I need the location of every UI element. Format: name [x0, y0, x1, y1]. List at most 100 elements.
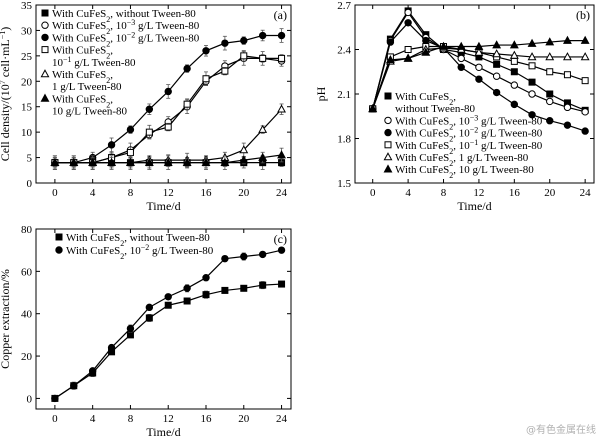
data-point: [510, 68, 518, 76]
data-point: [163, 157, 173, 166]
data-point: [563, 35, 572, 44]
data-point: [492, 49, 502, 58]
data-point: [258, 152, 268, 161]
data-point: [88, 157, 98, 166]
data-point: [492, 88, 501, 97]
series-2: [51, 246, 286, 403]
data-point: [126, 331, 134, 339]
data-point: [474, 47, 484, 56]
y-tick-label: 2.4: [337, 45, 351, 57]
y-tick-label: 35: [21, 0, 33, 12]
data-point: [277, 150, 286, 159]
x-tick-label: 20: [238, 413, 250, 425]
legend-entry-text: With CuFeS2, 10−2 g/L Tween-80: [52, 30, 200, 48]
x-tick-label: 0: [52, 187, 58, 199]
data-point: [240, 284, 248, 292]
legend-marker: [383, 164, 393, 173]
y-tick-label: 1.8: [337, 134, 351, 146]
data-point: [546, 117, 554, 125]
series-6: [50, 147, 286, 170]
y-axis-title: Copper extraction/%: [0, 269, 12, 369]
data-point: [509, 40, 519, 49]
x-tick-label: 4: [90, 413, 96, 425]
data-point: [258, 250, 267, 259]
legend-entry-text: With CuFeS2, 10−3 g/L Tween-80: [395, 113, 543, 131]
data-point: [404, 19, 412, 27]
legend-entry-text: With CuFeS2, 10 g/L Tween-80: [395, 164, 534, 180]
data-point: [240, 252, 248, 261]
data-point: [240, 52, 248, 60]
data-point: [278, 280, 286, 288]
data-point: [278, 54, 286, 62]
legend-entry-text: With CuFeS2,: [52, 69, 113, 85]
data-point: [88, 367, 97, 375]
x-axis-title: Time/d: [146, 199, 180, 213]
legend-entry-text: With CuFeS2, without Tween-80: [66, 232, 210, 248]
legend-marker: [41, 9, 49, 17]
data-point: [475, 63, 483, 72]
data-point: [126, 157, 135, 166]
legend-entry-text: With CuFeS2,: [395, 91, 456, 107]
x-tick-label: 24: [276, 187, 288, 199]
data-point: [240, 36, 248, 45]
data-point: [581, 108, 589, 116]
legend-marker: [41, 21, 49, 29]
data-point: [403, 53, 413, 62]
y-tick-label: 30: [21, 25, 33, 37]
data-point: [277, 246, 286, 254]
plot-frame: [35, 228, 292, 410]
y-tick-label: 40: [21, 309, 33, 321]
data-point: [581, 127, 589, 135]
legend-entry-text: With CuFeS2, 10−3 g/L Tween-80: [52, 18, 200, 36]
panel-c-copper-extraction: 0 4 8 12 16 20 24 0 20 40 60 80 Time/d Copper extract…: [0, 224, 292, 439]
data-point: [546, 97, 554, 106]
legend-entry-text: without Tween-80: [395, 103, 475, 115]
legend-marker: [384, 128, 392, 137]
legend-entry-text: 1 g/L Tween-80: [52, 81, 122, 93]
data-point: [581, 77, 589, 85]
data-point: [580, 35, 590, 44]
legend-marker: [41, 33, 49, 42]
data-point: [368, 103, 378, 113]
y-tick-label: 15: [21, 102, 33, 114]
data-point: [145, 128, 153, 136]
data-point: [221, 254, 229, 263]
data-point: [546, 90, 554, 98]
y-tick-label: 5: [27, 153, 33, 165]
data-point: [509, 50, 519, 59]
y-tick-label: 0: [27, 178, 33, 190]
data-point: [107, 141, 116, 149]
x-tick-label: 12: [163, 413, 174, 425]
data-point: [510, 57, 518, 65]
legend-entry-text: 10 g/L Tween-80: [52, 106, 127, 118]
panel-a-cell-density: 0 4 8 12 16 20 24 0 5 10 15 20 25 30 35 Time/d Cell dens…: [0, 0, 292, 213]
data-point: [258, 31, 267, 40]
watermark-text: @有色金属在线: [526, 423, 596, 436]
y-tick-label: 2.1: [337, 89, 351, 101]
panel-label: (c): [274, 232, 287, 246]
data-point: [182, 157, 192, 166]
data-point: [457, 54, 465, 63]
data-point: [563, 71, 571, 79]
data-point: [239, 155, 249, 164]
y-axis-title: Cell density/(107 cell·mL−1): [0, 27, 12, 162]
data-point: [107, 343, 116, 352]
x-tick-label: 0: [52, 413, 58, 425]
x-axis-title: Time/d: [457, 199, 491, 213]
data-point: [221, 39, 229, 47]
data-point: [145, 314, 153, 322]
legend-marker: [55, 246, 63, 254]
data-point: [107, 157, 116, 166]
data-point: [259, 281, 267, 289]
legend-entry-text: With CuFeS2, 1 g/L Tween-80: [395, 152, 529, 168]
legend-entry-text: With CuFeS2,: [52, 45, 113, 61]
legend-entry-text: 10−1 g/L Tween-80: [52, 54, 136, 69]
data-point: [422, 36, 430, 45]
data-point: [386, 38, 395, 46]
x-axis-title: Time/d: [146, 425, 180, 439]
data-point: [126, 125, 135, 134]
legend-marker: [55, 233, 63, 241]
plot-frame: [35, 4, 292, 184]
y-axis-title: pH: [314, 86, 328, 101]
